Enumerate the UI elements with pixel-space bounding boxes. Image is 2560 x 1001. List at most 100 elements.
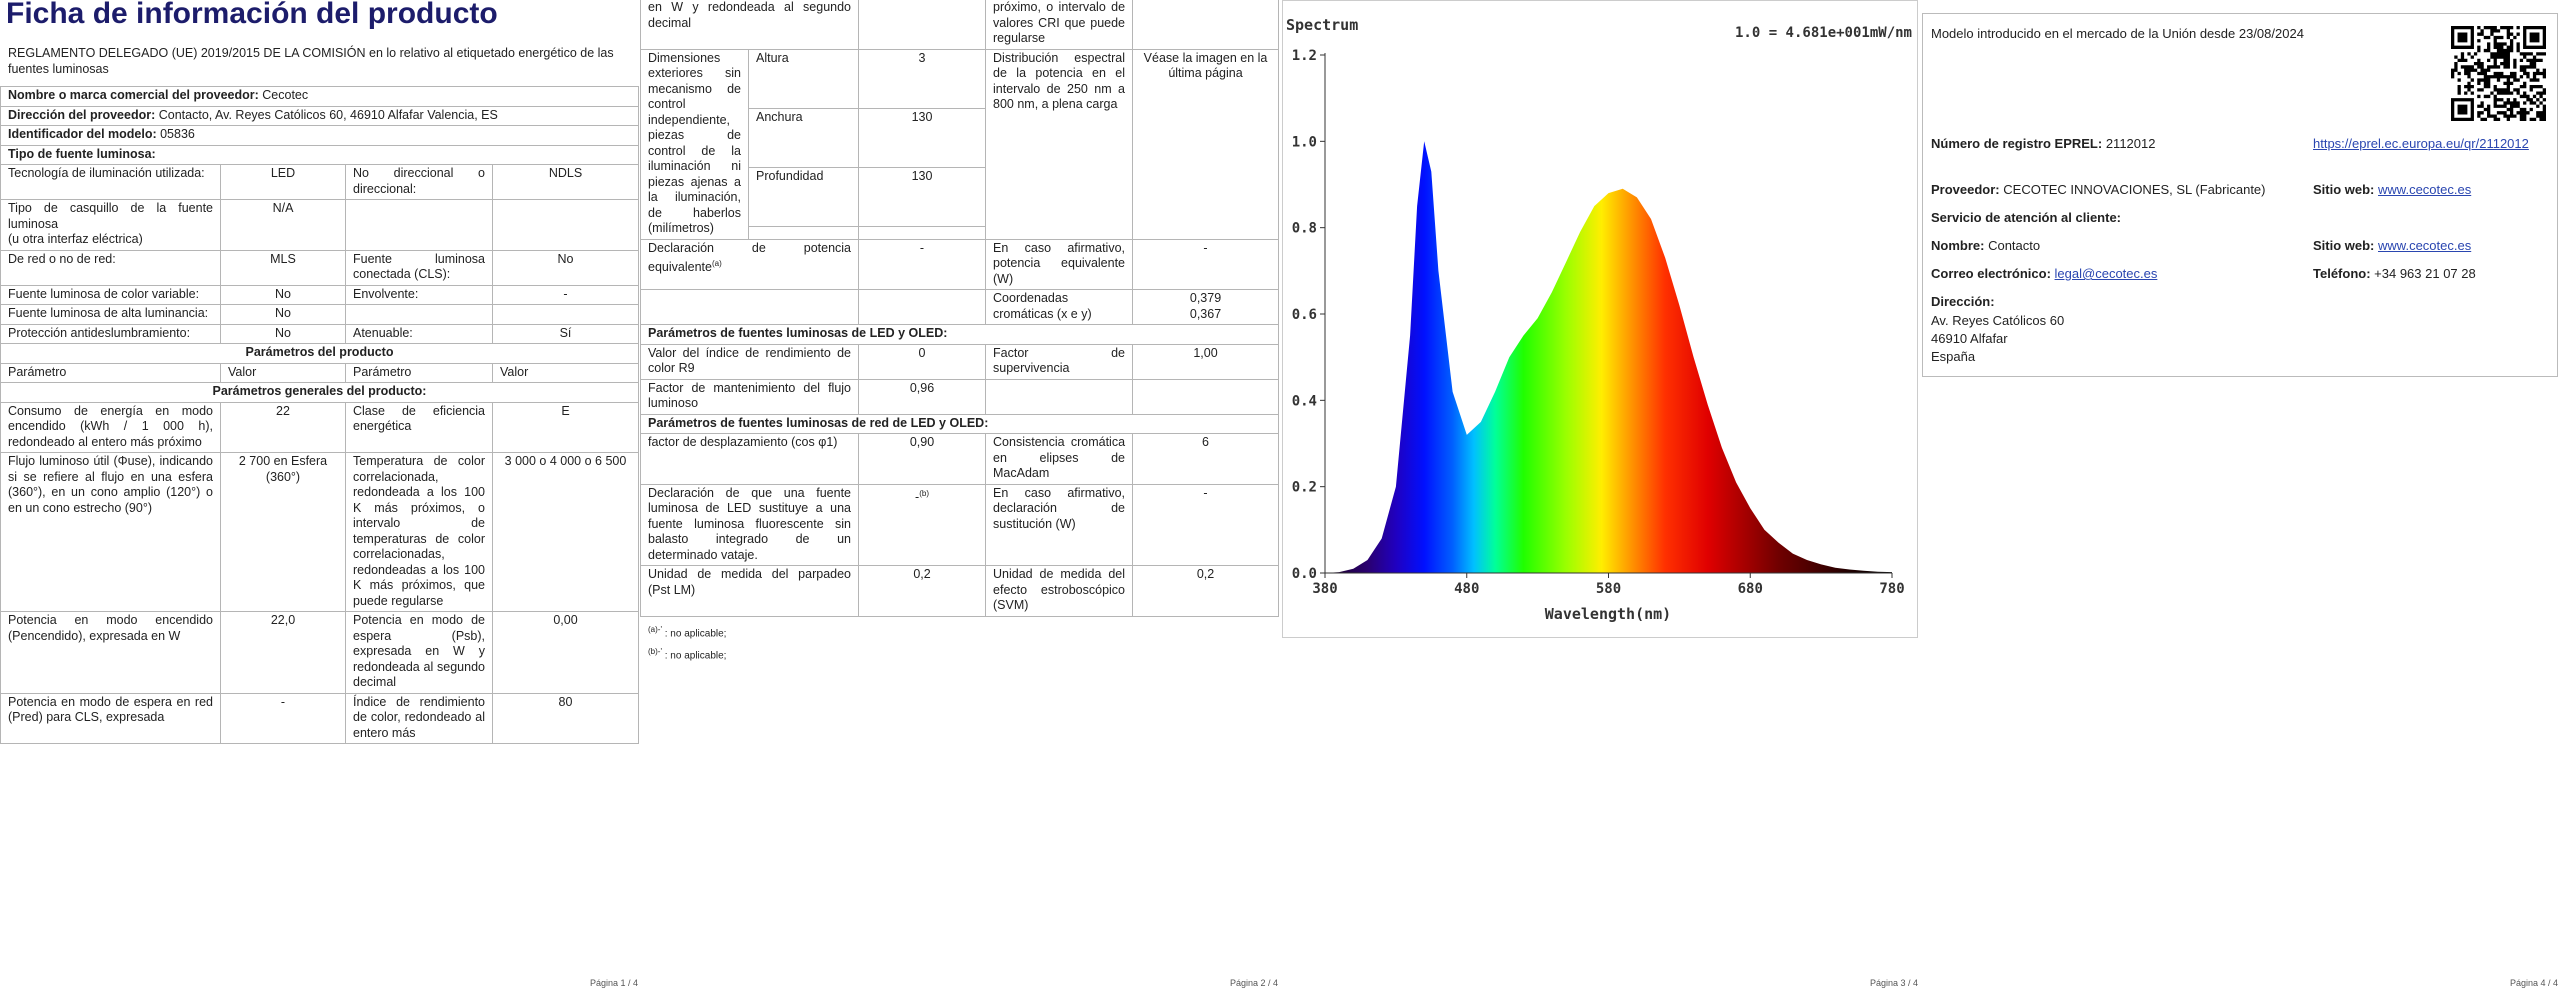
cell [345,304,493,325]
table-row: Dirección del proveedor: Contacto, Av. R… [0,105,639,126]
cell: Potencia en modo de espera (Psb), expres… [345,611,493,694]
cell-text: - [915,489,920,504]
cell: 0,379 0,367 [1132,289,1280,325]
cell: De red o no de red: [0,249,221,286]
field-value: +34 963 21 07 28 [2374,266,2476,281]
table-row: Profundidad 130 [641,167,1279,228]
cell [858,226,987,240]
field-label: Correo electrónico: [1931,266,2051,281]
page: Modelo introducido en el mercado de la U… [1920,0,2560,1001]
cell: - [220,692,346,744]
cell: Fuente luminosa de color variable: [0,284,221,305]
cell [1132,378,1280,415]
eprel-box: Modelo introducido en el mercado de la U… [1922,13,2558,377]
cell: Atenuable: [345,323,493,344]
section-caption: Parámetros de fuentes luminosas de LED y… [640,324,1280,345]
page: Spectrum 1.0 = 4.681e+001mW/nm Wavelengt… [1280,0,1920,1001]
page-footer: Página 3 / 4 [1869,978,1918,988]
table-row: Parámetro Valor Parámetro Valor [0,362,639,383]
cell: Tipo de casquillo de la fuente luminosa … [0,199,221,251]
page-footer: Página 4 / 4 [2509,978,2558,988]
cell: 2 700 en Esfera (360°) [220,452,346,612]
footnote-mark: (a)-' [648,624,662,634]
website-link[interactable]: www.cecotec.es [2378,238,2472,253]
address-line: Av. Reyes Católicos 60 [1931,313,2065,328]
cell [345,199,493,251]
website-link[interactable]: www.cecotec.es [2378,182,2472,197]
table-row: Potencia en modo encendido (Pencendido),… [0,611,639,694]
field-label: Proveedor: [1931,182,2000,197]
cell: En caso afirmativo, declaración de susti… [985,483,1134,566]
dimension-name: Anchura [747,107,860,169]
cell: en W y redondeada al segundo decimal [640,0,860,50]
cell: 22,0 [220,611,346,694]
field-label: Sitio web: [2313,238,2375,253]
page: Ficha de información del producto REGLAM… [0,0,640,1001]
cell: No direccional o direccional: [345,164,493,200]
cell: Sí [492,323,639,344]
table-row: Parámetros generales del producto: [0,382,639,403]
cell: Consumo de energía en modo encendido (kW… [0,401,221,453]
cell: No [220,284,346,305]
cell: Fuente luminosa conectada (CLS): [345,249,493,286]
cell [492,304,639,325]
cell: Declaración de que una fuente luminosa d… [640,483,860,566]
cell: 6 [1132,433,1280,485]
cell: Envolvente: [345,284,493,305]
cell: 0,96 [858,378,987,415]
cell: 0 [858,343,987,380]
y-tick-label: 0.8 [1292,221,1317,237]
cell: Potencia en modo de espera en red (Pred)… [0,692,221,744]
section-caption: Tipo de fuente luminosa: [0,144,639,165]
table-row: Anchura 130 [641,107,1279,169]
field-label: Dirección: [1931,294,1995,309]
cell: Unidad de medida del parpadeo (Pst LM) [640,565,860,617]
cell: Véase la imagen en la última página [1132,48,1280,240]
cell: 80 [492,692,639,744]
field-value: Cecotec [262,88,309,102]
page-footer: Página 2 / 4 [1229,978,1278,988]
x-axis-label: Wavelength(nm) [1545,605,1671,623]
field-cell: Identificador del modelo: 05836 [0,125,639,146]
chart-title: Spectrum [1286,16,1358,34]
y-tick-label: 0.2 [1292,480,1317,496]
eprel-link[interactable]: https://eprel.ec.europa.eu/qr/2112012 [2313,136,2529,151]
cell: En caso afirmativo, potencia equivalente… [985,238,1134,290]
cell: NDLS [492,164,639,200]
cell: Temperatura de color correlacionada, red… [345,452,493,612]
cell: Potencia en modo encendido (Pencendido),… [0,611,221,694]
dimension-value: 3 [858,48,987,109]
address-line: 46910 Alfafar [1931,331,2008,346]
table-row: Protección antideslumbramiento: No Atenuab… [0,323,639,344]
table-row: Flujo luminoso útil (Φuse), indicando si… [0,452,639,612]
cell: MLS [220,249,346,286]
dimension-value: 130 [858,167,987,228]
email-link[interactable]: legal@cecotec.es [2054,266,2158,281]
table-row: Tecnología de iluminación utilizada: LED N… [0,164,639,200]
cell: Valor [492,362,639,383]
table-row: Parámetros de fuentes luminosas de LED y… [640,324,1280,345]
footnote-mark: (a) [711,259,722,268]
cell: -(b) [858,483,987,566]
cell: E [492,401,639,453]
cell: Consistencia cromática en elipses de Mac… [985,433,1134,485]
table-row: Parámetros de fuentes luminosas de red d… [640,413,1280,434]
cell: No [220,304,346,325]
field-value: Contacto, Av. Reyes Católicos 60, 46910 … [158,107,498,122]
y-tick-label: 0.6 [1292,307,1317,323]
field-cell: Nombre o marca comercial del proveedor: … [0,86,639,107]
x-tick-label: 580 [1596,581,1621,597]
address: Av. Reyes Católicos 60 46910 Alfafar Españ… [1931,312,2064,366]
table-row: Fuente luminosa de alta luminancia: No [0,304,639,325]
x-tick-label: 480 [1454,581,1479,597]
section-caption: Parámetros de fuentes luminosas de red d… [640,413,1280,434]
y-tick-label: 1.0 [1292,134,1317,150]
cell [858,289,987,325]
cell: Clase de eficiencia energética [345,401,493,453]
x-tick-label: 680 [1738,581,1763,597]
footnote: (a)-' : no aplicable; [648,621,726,643]
table-row: factor de desplazamiento (cos φ1) 0,90 Con… [640,433,1280,485]
table-row: Potencia en modo de espera en red (Pred)… [0,692,639,744]
